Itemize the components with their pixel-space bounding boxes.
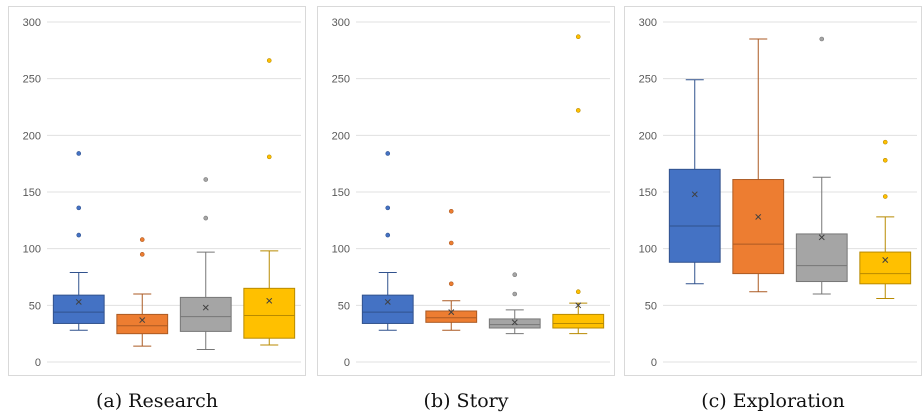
mean-marker bbox=[755, 213, 762, 220]
outlier-point bbox=[448, 281, 454, 287]
mean-marker-stroke bbox=[755, 213, 762, 220]
y-tick-label: 300 bbox=[639, 17, 657, 29]
mean-marker-stroke bbox=[575, 302, 582, 309]
outlier-point bbox=[819, 36, 825, 42]
box bbox=[116, 313, 169, 335]
y-tick-label: 100 bbox=[639, 244, 657, 256]
y-tick-label: 200 bbox=[23, 130, 41, 142]
y-tick-label: 150 bbox=[23, 187, 41, 199]
y-tick-label: 100 bbox=[23, 244, 41, 256]
outlier-point bbox=[575, 34, 581, 40]
box bbox=[732, 179, 785, 275]
mean-marker-stroke bbox=[448, 309, 455, 316]
caption-story: (b) Story bbox=[423, 390, 509, 412]
outlier-point bbox=[203, 215, 209, 221]
outlier-point bbox=[882, 157, 888, 163]
y-tick-label: 50 bbox=[645, 300, 657, 312]
mean-marker-stroke bbox=[384, 298, 391, 305]
mean-marker bbox=[882, 257, 889, 263]
y-tick-label: 0 bbox=[651, 357, 657, 369]
box-plot-research: 0 50 100 150 200 250 300 bbox=[23, 17, 301, 369]
outlier-point bbox=[575, 108, 581, 113]
outlier-point bbox=[139, 252, 145, 257]
outlier-point bbox=[512, 291, 518, 297]
mean-marker bbox=[139, 317, 146, 324]
y-tick-label: 250 bbox=[639, 74, 657, 86]
y-tick-label: 200 bbox=[332, 130, 350, 142]
box bbox=[488, 318, 541, 329]
box bbox=[243, 287, 296, 339]
caption-research: (a) Research bbox=[95, 390, 219, 412]
mean-marker bbox=[266, 297, 273, 304]
y-tick-label: 300 bbox=[23, 17, 41, 29]
outlier-point bbox=[448, 240, 454, 246]
outlier-point bbox=[575, 289, 581, 295]
y-tick-label: 0 bbox=[35, 357, 41, 369]
box bbox=[859, 251, 912, 285]
outlier-point bbox=[385, 205, 391, 211]
y-tick-label: 150 bbox=[332, 187, 350, 199]
mean-marker-stroke bbox=[818, 234, 825, 241]
y-tick-label: 0 bbox=[344, 357, 350, 369]
outlier-point bbox=[266, 58, 272, 63]
mean-marker bbox=[202, 304, 209, 311]
y-tick-label: 100 bbox=[332, 244, 350, 256]
chart-panel-research: 0 50 100 150 200 250 300 bbox=[8, 6, 306, 376]
outlier-point bbox=[76, 232, 82, 238]
y-tick-label: 200 bbox=[639, 130, 657, 142]
box-plot-story: 0 50 100 150 200 250 300 bbox=[332, 17, 610, 369]
mean-marker-stroke bbox=[202, 304, 209, 311]
outlier-point bbox=[385, 151, 391, 156]
mean-marker-stroke bbox=[511, 319, 518, 326]
box bbox=[552, 313, 605, 329]
outlier-point bbox=[448, 208, 454, 214]
mean-marker bbox=[691, 191, 698, 198]
outlier-point bbox=[76, 205, 82, 211]
caption-exploration: (c) Exploration bbox=[701, 390, 845, 412]
outlier-point bbox=[139, 237, 145, 242]
box bbox=[425, 310, 478, 323]
mean-marker-stroke bbox=[75, 298, 82, 305]
mean-marker-stroke bbox=[139, 317, 146, 324]
mean-marker bbox=[384, 298, 391, 305]
outlier-point bbox=[266, 154, 272, 160]
box bbox=[795, 233, 848, 283]
outlier-point bbox=[385, 232, 391, 238]
box bbox=[179, 296, 232, 332]
outlier-point bbox=[76, 151, 82, 156]
y-tick-label: 250 bbox=[332, 74, 350, 86]
outlier-point bbox=[882, 194, 888, 199]
y-tick-label: 50 bbox=[29, 300, 41, 312]
mean-marker bbox=[511, 319, 518, 326]
mean-marker bbox=[448, 309, 455, 316]
chart-panel-exploration: 0 50 100 150 200 250 300 bbox=[624, 6, 922, 376]
y-tick-label: 300 bbox=[332, 17, 350, 29]
outlier-point bbox=[512, 272, 518, 278]
mean-marker-stroke bbox=[266, 297, 273, 304]
box bbox=[361, 294, 414, 324]
mean-marker-stroke bbox=[882, 257, 889, 263]
outlier-point bbox=[203, 177, 209, 182]
mean-marker bbox=[575, 302, 582, 309]
y-tick-label: 150 bbox=[639, 187, 657, 199]
outlier-point bbox=[882, 139, 888, 145]
mean-marker bbox=[75, 298, 82, 305]
box bbox=[52, 294, 105, 324]
box bbox=[668, 168, 721, 263]
box-plot-exploration: 0 50 100 150 200 250 300 bbox=[639, 17, 917, 369]
mean-marker-stroke bbox=[691, 191, 698, 198]
chart-panel-story: 0 50 100 150 200 250 300 bbox=[317, 6, 615, 376]
y-tick-label: 250 bbox=[23, 74, 41, 86]
y-tick-label: 50 bbox=[338, 300, 350, 312]
mean-marker bbox=[818, 234, 825, 241]
